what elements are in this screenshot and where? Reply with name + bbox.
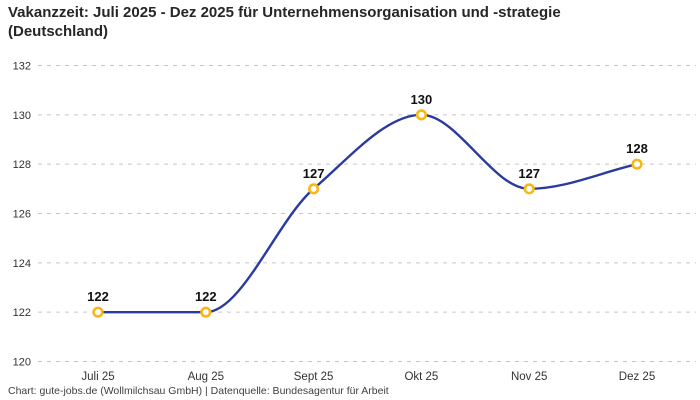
series-line — [96, 113, 639, 314]
y-tick-label: 130 — [13, 110, 31, 122]
y-tick-label: 132 — [13, 61, 31, 73]
data-point-label: 122 — [195, 289, 217, 304]
chart-attribution: Chart: gute-jobs.de (Wollmilchsau GmbH) … — [8, 385, 389, 397]
data-point-label: 128 — [626, 141, 648, 156]
data-point-label: 127 — [303, 166, 325, 181]
x-tick-label: Dez 25 — [619, 371, 655, 383]
data-point-marker[interactable] — [415, 109, 428, 121]
chart-title-line1: Vakanzzeit: Juli 2025 - Dez 2025 für Unt… — [8, 4, 561, 21]
y-tick-label: 124 — [13, 258, 31, 270]
y-tick-label: 120 — [13, 357, 31, 369]
data-point-marker[interactable] — [308, 183, 320, 195]
x-tick-label: Sept 25 — [294, 371, 334, 383]
x-tick-label: Nov 25 — [511, 371, 547, 383]
x-tick-label: Juli 25 — [81, 371, 114, 383]
x-tick-label: Okt 25 — [404, 371, 438, 383]
y-tick-label: 122 — [13, 307, 31, 319]
x-tick-label: Aug 25 — [188, 371, 224, 383]
chart-title-line2: (Deutschland) — [8, 23, 109, 40]
y-tick-label: 126 — [13, 209, 31, 221]
data-point-label: 127 — [518, 166, 540, 181]
data-point-marker[interactable] — [92, 306, 104, 318]
chart-title: Vakanzzeit: Juli 2025 - Dez 2025 für Unt… — [8, 3, 561, 41]
data-point-label: 122 — [87, 289, 109, 304]
data-point-marker[interactable] — [631, 158, 643, 170]
data-point-label: 130 — [411, 92, 433, 107]
y-tick-label: 128 — [13, 159, 31, 171]
data-point-marker[interactable] — [200, 306, 212, 318]
data-point-marker[interactable] — [523, 183, 535, 195]
